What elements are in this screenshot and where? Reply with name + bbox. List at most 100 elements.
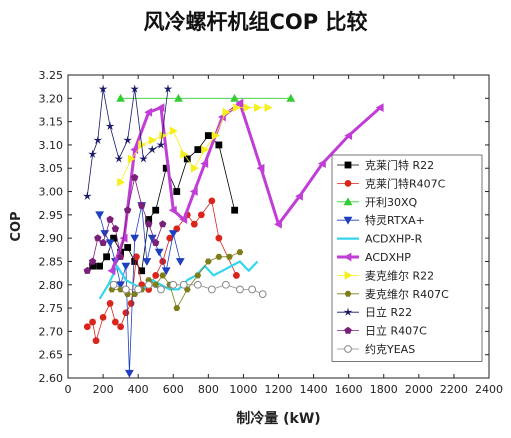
- data-point: [236, 249, 244, 256]
- y-tick-label: 2.65: [39, 349, 64, 362]
- data-point: [243, 103, 252, 112]
- data-point: [215, 234, 223, 242]
- data-point: [375, 103, 384, 112]
- data-point: [154, 248, 164, 257]
- data-point: [138, 140, 147, 150]
- data-point: [152, 272, 160, 279]
- data-point: [107, 266, 116, 276]
- y-tick-label: 2.90: [39, 232, 64, 245]
- data-point: [174, 93, 183, 102]
- data-point: [117, 248, 125, 256]
- data-point: [92, 337, 100, 345]
- data-point: [130, 84, 139, 93]
- legend-label: 约克YEAS: [365, 343, 415, 356]
- x-tick-label: 2400: [475, 383, 503, 396]
- legend-marker: [343, 307, 353, 316]
- data-point: [231, 206, 239, 214]
- data-point: [139, 154, 148, 163]
- data-point: [142, 258, 152, 266]
- y-tick-label: 2.80: [39, 279, 64, 292]
- legend-label: ACDXHP: [365, 251, 411, 264]
- data-point: [233, 103, 241, 112]
- data-point: [117, 323, 125, 331]
- data-point: [83, 323, 91, 331]
- data-point: [124, 244, 132, 251]
- x-axis-label: 制冷量 (kW): [236, 410, 320, 427]
- data-point: [204, 132, 212, 139]
- data-point: [215, 141, 223, 149]
- data-point: [105, 239, 115, 248]
- data-point: [173, 305, 181, 311]
- data-point: [211, 131, 220, 140]
- x-tick-label: 400: [128, 383, 149, 396]
- y-tick-label: 2.95: [39, 209, 64, 222]
- legend-marker: [344, 161, 352, 169]
- data-point: [100, 230, 110, 238]
- data-point: [131, 258, 139, 265]
- data-point: [173, 188, 181, 195]
- data-point: [175, 258, 185, 266]
- x-tick-label: 1200: [265, 383, 293, 396]
- data-point: [83, 266, 91, 274]
- data-point: [254, 103, 262, 112]
- legend-label: 日立 R22: [365, 305, 412, 319]
- data-point: [116, 281, 125, 290]
- legend-label: 麦克维尔 R22: [365, 269, 434, 282]
- data-point: [98, 84, 108, 93]
- data-point: [82, 191, 92, 200]
- data-point: [138, 267, 146, 275]
- data-point: [163, 84, 173, 93]
- x-tick-label: 1400: [300, 383, 328, 396]
- data-point: [286, 93, 296, 102]
- legend-label: 克莱门特R407C: [365, 176, 446, 190]
- data-point: [235, 98, 244, 108]
- data-point: [179, 215, 188, 224]
- data-point: [193, 280, 202, 289]
- data-point: [197, 211, 205, 219]
- data-point: [166, 234, 174, 242]
- data-point: [148, 135, 157, 145]
- y-tick-label: 3.20: [39, 92, 64, 105]
- y-tick-label: 3.25: [39, 69, 64, 82]
- y-tick-label: 2.70: [39, 325, 64, 338]
- x-tick-label: 1000: [229, 383, 257, 396]
- data-point: [133, 253, 140, 261]
- x-tick-label: 1800: [370, 383, 398, 396]
- data-point: [204, 258, 212, 265]
- data-point: [106, 215, 114, 223]
- data-point: [222, 107, 231, 117]
- data-point: [159, 131, 168, 140]
- data-point: [99, 238, 107, 246]
- data-point: [123, 206, 132, 214]
- data-point: [121, 262, 131, 271]
- x-tick-label: 800: [198, 383, 219, 396]
- legend-marker: [343, 252, 352, 262]
- data-point: [130, 234, 140, 243]
- data-point: [145, 216, 153, 223]
- data-point: [344, 131, 353, 140]
- data-point: [93, 135, 103, 144]
- data-point: [159, 272, 167, 279]
- data-point: [200, 159, 209, 168]
- data-point: [230, 93, 239, 102]
- data-point: [190, 220, 198, 228]
- data-point: [125, 369, 134, 378]
- x-tick-label: 200: [93, 383, 114, 396]
- data-point: [117, 177, 125, 187]
- data-point: [159, 220, 167, 228]
- data-point: [194, 146, 202, 153]
- legend-label: 特灵RTXA+: [365, 213, 425, 227]
- data-point: [208, 197, 216, 205]
- data-point: [194, 272, 202, 279]
- data-point: [123, 135, 132, 144]
- data-point: [221, 280, 230, 289]
- data-point: [258, 290, 267, 298]
- legend-label: 日立 R407C: [365, 324, 427, 338]
- data-point: [144, 107, 153, 117]
- data-point: [264, 103, 273, 112]
- y-tick-label: 2.75: [39, 302, 64, 315]
- data-point: [127, 154, 136, 164]
- data-point: [127, 300, 135, 307]
- x-tick-label: 2200: [440, 383, 468, 396]
- legend-marker: [344, 180, 352, 187]
